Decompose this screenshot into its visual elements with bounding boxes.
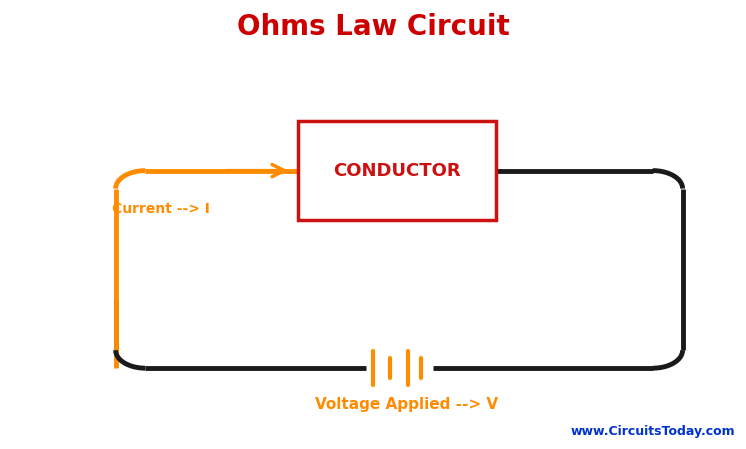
Text: Current --> I: Current --> I xyxy=(112,202,210,216)
Text: www.CircuitsToday.com: www.CircuitsToday.com xyxy=(570,425,735,438)
Text: CONDUCTOR: CONDUCTOR xyxy=(333,162,461,180)
Text: Voltage Applied --> V: Voltage Applied --> V xyxy=(315,397,498,412)
Text: Ohms Law Circuit: Ohms Law Circuit xyxy=(236,13,510,41)
FancyBboxPatch shape xyxy=(298,121,496,220)
